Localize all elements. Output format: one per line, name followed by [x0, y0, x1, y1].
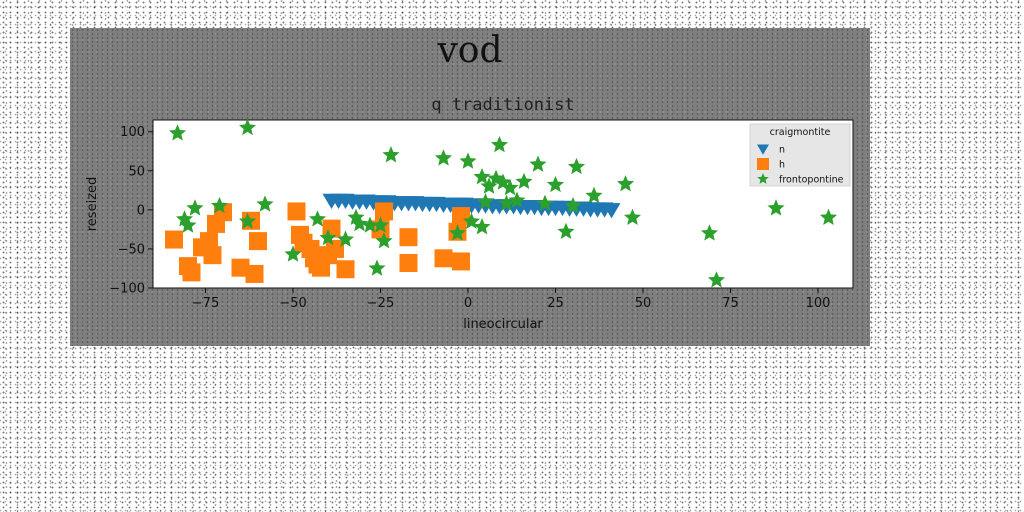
legend-marker-0 — [757, 144, 769, 155]
point-series-2 — [186, 199, 204, 216]
legend-marker-1 — [757, 158, 769, 170]
point-series-2 — [819, 208, 838, 225]
y-tick-label: −100 — [109, 282, 145, 297]
point-series-2 — [567, 157, 586, 175]
point-series-1 — [399, 253, 418, 272]
point-series-2 — [497, 194, 516, 211]
point-series-2 — [371, 216, 390, 233]
legend-label-2: frontopontine — [779, 175, 844, 186]
point-series-2 — [319, 228, 337, 246]
point-series-1 — [375, 202, 393, 221]
point-series-1 — [182, 263, 201, 282]
legend-label-0: n — [779, 145, 785, 156]
point-series-2 — [501, 178, 519, 196]
y-axis: −100 −50 0 50 100 — [109, 125, 153, 297]
point-series-2 — [448, 224, 467, 241]
point-series-1 — [452, 252, 470, 271]
point-series-2 — [308, 210, 327, 227]
point-series-2 — [767, 199, 785, 216]
point-series-1 — [165, 230, 183, 249]
x-tick-label: 25 — [547, 296, 564, 311]
legend-items: nh frontopontine — [757, 144, 844, 186]
point-series-2 — [623, 208, 642, 225]
y-tick-label: 50 — [128, 164, 145, 179]
point-series-2 — [368, 259, 386, 276]
scatter-chart: vod q traditionist −75 −50 −25 0 25 50 75 100 −… — [85, 30, 854, 332]
x-tick-label: 100 — [806, 296, 831, 311]
point-series-1 — [399, 228, 418, 247]
point-series-2 — [557, 222, 575, 240]
point-series-2 — [210, 196, 229, 214]
x-tick-label: 50 — [635, 296, 652, 311]
y-axis-label: reseized — [85, 177, 100, 232]
chart-title: vod — [436, 30, 502, 71]
data-marks — [165, 118, 838, 288]
point-series-2 — [473, 218, 491, 235]
point-series-1 — [287, 202, 306, 221]
point-series-1 — [200, 232, 218, 251]
point-series-2 — [168, 124, 187, 141]
point-series-2 — [546, 175, 565, 193]
point-series-2 — [179, 216, 197, 233]
y-tick-label: −50 — [118, 242, 145, 257]
point-series-2 — [256, 195, 274, 212]
chart-subtitle: q traditionist — [431, 95, 574, 115]
point-series-1 — [249, 232, 267, 251]
x-axis: −75 −50 −25 0 25 50 75 100 — [192, 288, 831, 311]
x-tick-label: −75 — [192, 296, 219, 311]
x-tick-label: −25 — [367, 296, 394, 311]
legend-label-1: h — [779, 160, 785, 171]
legend: craigmontite nh frontopontine — [749, 123, 851, 187]
point-series-2 — [459, 152, 477, 169]
point-series-2 — [238, 212, 257, 229]
point-series-2 — [707, 271, 726, 288]
point-series-1 — [231, 258, 250, 277]
point-series-2 — [536, 194, 554, 211]
x-tick-label: 0 — [464, 296, 472, 311]
chart-figure: vod q traditionist −75 −50 −25 0 25 50 75 100 −… — [70, 28, 870, 346]
legend-marker-2 — [757, 173, 769, 184]
point-series-0 — [602, 203, 621, 219]
point-series-2 — [336, 230, 355, 247]
point-series-2 — [284, 245, 302, 262]
point-series-2 — [350, 214, 369, 232]
x-axis-label: lineocircular — [463, 317, 543, 332]
point-series-2 — [473, 168, 491, 185]
point-series-2 — [382, 146, 400, 163]
y-tick-label: 0 — [137, 203, 145, 218]
point-series-2 — [375, 232, 393, 249]
point-series-2 — [480, 177, 498, 194]
point-series-1 — [336, 260, 355, 279]
point-series-1 — [203, 246, 222, 265]
point-series-2 — [508, 191, 526, 208]
point-series-2 — [585, 186, 603, 204]
point-series-2 — [361, 216, 379, 233]
point-series-2 — [490, 136, 509, 153]
legend-title: craigmontite — [770, 127, 831, 138]
point-series-2 — [564, 196, 582, 214]
legend-box — [749, 123, 851, 187]
point-series-2 — [238, 118, 257, 136]
point-series-2 — [616, 175, 635, 192]
point-series-1 — [245, 264, 264, 283]
y-tick-label: 100 — [120, 125, 145, 140]
point-series-2 — [515, 172, 533, 190]
point-series-2 — [700, 224, 719, 241]
point-series-2 — [434, 149, 453, 166]
point-series-1 — [326, 239, 344, 258]
point-series-1 — [434, 249, 453, 268]
x-tick-label: 75 — [722, 296, 739, 311]
point-series-2 — [529, 155, 547, 172]
point-series-2 — [476, 193, 495, 210]
x-tick-label: −50 — [279, 296, 306, 311]
